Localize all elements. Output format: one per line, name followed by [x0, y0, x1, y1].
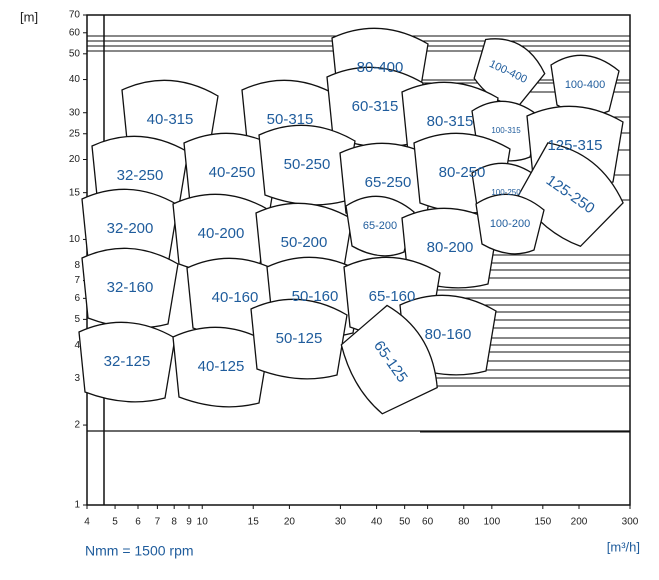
region-label: 100-315 — [491, 126, 521, 135]
y-tick-label: 30 — [69, 107, 81, 118]
x-tick-label: 20 — [284, 517, 296, 528]
region-label: 50-200 — [281, 234, 328, 251]
region-label: 80-400 — [357, 59, 404, 76]
speed-note: Nmm = 1500 rpm — [85, 543, 194, 559]
y-tick-label: 15 — [69, 187, 81, 198]
region-label: 60-315 — [352, 98, 399, 115]
y-unit: [m] — [20, 9, 38, 24]
region-label: 80-160 — [425, 326, 472, 343]
x-tick-label: 300 — [622, 517, 639, 528]
y-tick-label: 3 — [74, 373, 80, 384]
x-tick-label: 60 — [422, 517, 434, 528]
y-tick-label: 7 — [74, 275, 80, 286]
region-tile — [340, 304, 438, 415]
region-label: 65-250 — [365, 174, 412, 191]
region-label: 40-160 — [212, 289, 259, 306]
y-tick-label: 6 — [74, 293, 80, 304]
x-tick-label: 200 — [571, 517, 588, 528]
region-label: 50-250 — [284, 156, 331, 173]
x-tick-label: 40 — [371, 517, 383, 528]
x-tick-label: 8 — [171, 517, 177, 528]
x-tick-label: 7 — [155, 517, 161, 528]
region-label: 32-200 — [107, 220, 154, 237]
region-label: 65-160 — [369, 288, 416, 305]
x-tick-label: 80 — [458, 517, 470, 528]
y-tick-label: 4 — [74, 340, 80, 351]
x-tick-label: 50 — [399, 517, 411, 528]
x-tick-label: 15 — [248, 517, 260, 528]
y-tick-label: 70 — [69, 10, 81, 21]
x-tick-label: 10 — [197, 517, 209, 528]
region-label: 100-200 — [490, 218, 530, 230]
y-tick-label: 8 — [74, 260, 80, 271]
region-label: 125-315 — [547, 137, 602, 154]
x-unit: [m³/h] — [607, 539, 640, 554]
x-tick-label: 30 — [335, 517, 347, 528]
region-label: 100-250 — [491, 188, 521, 197]
x-tick-label: 5 — [112, 517, 118, 528]
x-tick-label: 100 — [483, 517, 500, 528]
y-tick-label: 1 — [74, 500, 80, 511]
region-label: 50-160 — [292, 288, 339, 305]
region-label: 80-250 — [439, 164, 486, 181]
region-tile — [473, 38, 546, 107]
region-tile — [475, 193, 545, 255]
x-tick-label: 9 — [186, 517, 192, 528]
x-tick-label: 150 — [534, 517, 551, 528]
region-label: 80-315 — [427, 113, 474, 130]
region-label: 40-200 — [198, 225, 245, 242]
region-label: 40-315 — [147, 111, 194, 128]
y-tick-label: 20 — [69, 154, 81, 165]
region-label: 65-200 — [363, 220, 397, 232]
y-tick-label: 10 — [69, 234, 81, 245]
region-label: 80-200 — [427, 239, 474, 256]
x-tick-label: 6 — [135, 517, 141, 528]
x-tick-label: 4 — [84, 517, 90, 528]
tiles — [78, 14, 631, 509]
region-label: 40-250 — [209, 164, 256, 181]
region-label: 32-125 — [104, 353, 151, 370]
region-label: 32-160 — [107, 279, 154, 296]
region-tile — [78, 321, 176, 403]
region-label: 50-315 — [267, 111, 314, 128]
y-tick-label: 60 — [69, 27, 81, 38]
y-tick-label: 40 — [69, 74, 81, 85]
y-tick-label: 2 — [74, 420, 80, 431]
y-tick-label: 5 — [74, 314, 80, 325]
y-tick-label: 25 — [69, 128, 81, 139]
region-label: 40-125 — [198, 358, 245, 375]
region-label: 50-125 — [276, 330, 323, 347]
region-label: 32-250 — [117, 167, 164, 184]
y-tick-label: 50 — [69, 48, 81, 59]
region-label: 100-400 — [565, 79, 605, 91]
region-tile — [172, 326, 270, 408]
